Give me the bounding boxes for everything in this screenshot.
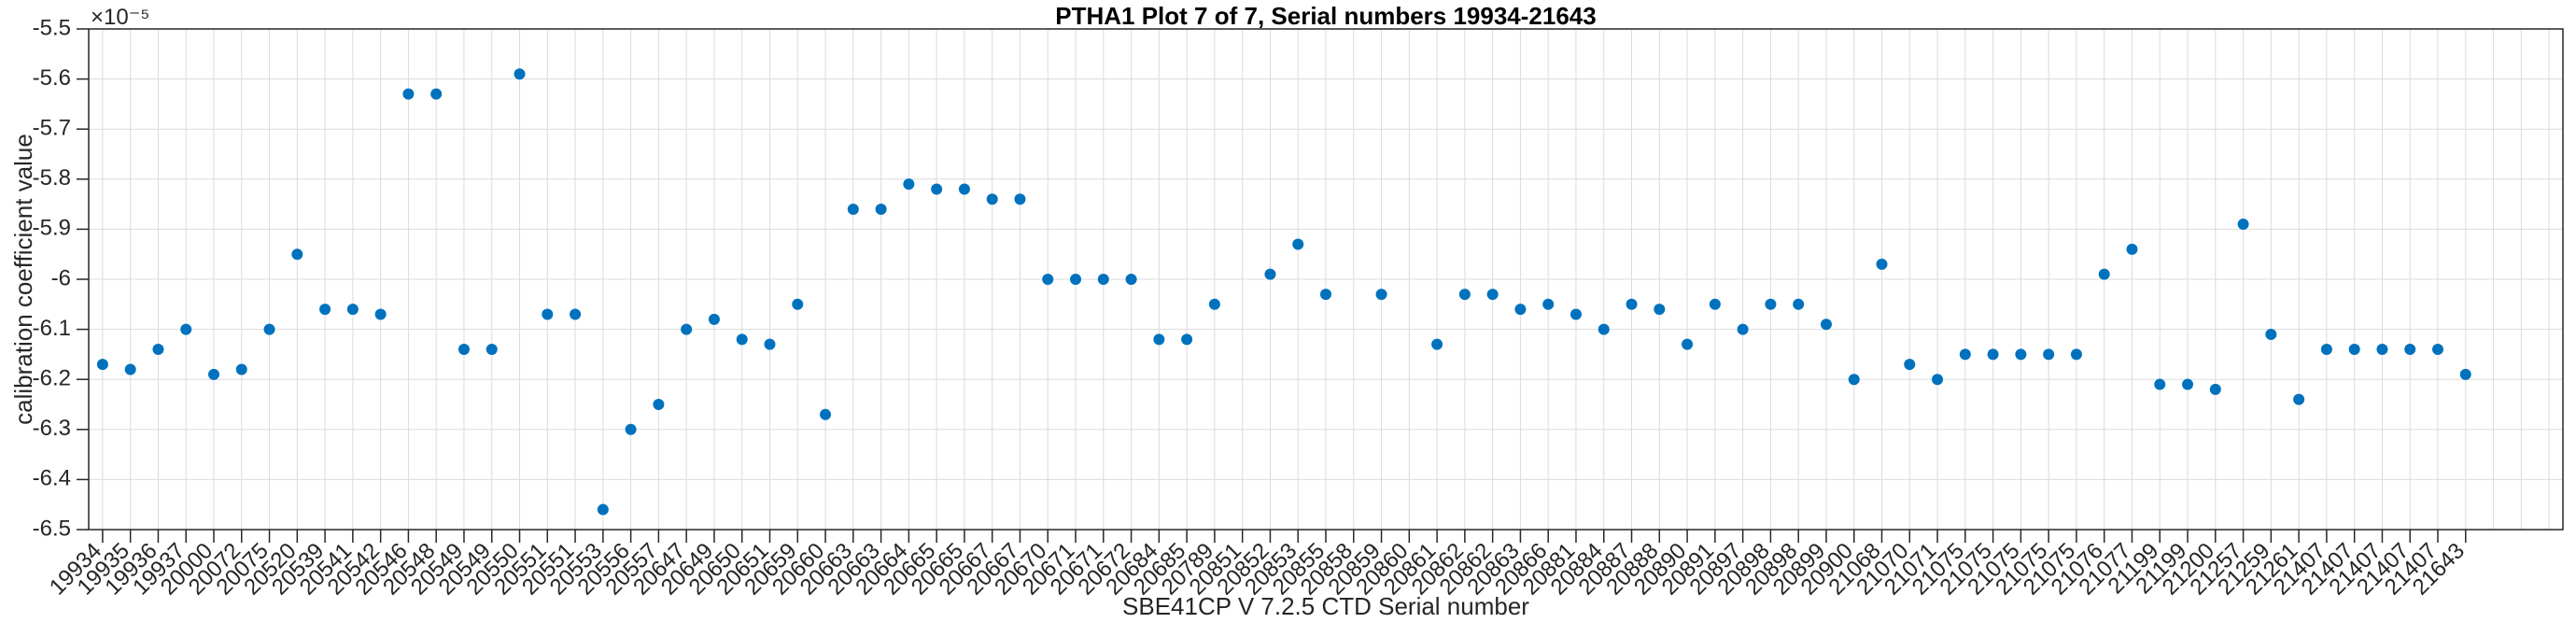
y-axis-multiplier: ×10⁻⁵ [91, 5, 150, 30]
data-point [2376, 344, 2388, 356]
data-point [430, 88, 443, 100]
y-tick-label: -6.2 [33, 366, 71, 391]
data-point [958, 183, 970, 195]
data-point [1181, 333, 1193, 346]
data-point [1320, 289, 1331, 301]
data-point [847, 203, 859, 215]
data-point [486, 344, 498, 356]
data-point [1542, 298, 1555, 310]
data-point [681, 323, 693, 335]
data-point [319, 304, 331, 316]
data-point [2265, 328, 2277, 340]
y-tick-label: -5.5 [33, 15, 71, 40]
data-point [792, 298, 804, 310]
y-tick-label: -6.5 [33, 516, 71, 541]
y-tick-label: -5.6 [33, 65, 71, 91]
data-point [2154, 378, 2166, 390]
data-point [2182, 378, 2194, 390]
data-point [542, 308, 554, 320]
data-point [1375, 289, 1387, 301]
data-point [1208, 298, 1220, 310]
y-tick-label: -5.7 [33, 116, 71, 141]
data-point [1709, 298, 1721, 310]
data-point [1014, 193, 1026, 205]
data-point [180, 323, 192, 335]
data-point [1292, 238, 1304, 250]
data-point [2432, 344, 2444, 356]
data-point [1932, 374, 1944, 386]
y-tick-label: -6.3 [33, 416, 71, 441]
data-point [1626, 298, 1638, 310]
data-point [374, 308, 387, 320]
data-point [207, 368, 219, 380]
data-point [1876, 258, 1888, 270]
data-point [1431, 338, 1443, 350]
data-point [2459, 368, 2471, 380]
data-point [1486, 289, 1499, 301]
data-point [2098, 268, 2110, 280]
data-point [2237, 219, 2249, 231]
data-point [625, 423, 637, 435]
data-point [514, 68, 526, 80]
data-point [653, 399, 665, 410]
data-point [291, 248, 303, 261]
data-point [1458, 289, 1471, 301]
data-point [2293, 393, 2305, 405]
data-point [597, 503, 609, 516]
data-point [2320, 344, 2332, 356]
data-point [402, 88, 415, 100]
chart-title: PTHA1 Plot 7 of 7, Serial numbers 19934-… [1055, 2, 1597, 30]
data-point [2070, 348, 2082, 361]
data-point [1848, 374, 1860, 386]
data-point [1514, 304, 1527, 316]
data-point [736, 333, 748, 346]
data-point [1570, 308, 1582, 320]
data-point [124, 363, 136, 375]
data-point [1737, 323, 1749, 335]
data-point [96, 359, 108, 371]
y-tick-label: -6 [51, 265, 71, 290]
data-point [152, 344, 164, 356]
data-point [2015, 348, 2027, 361]
data-point [986, 193, 998, 205]
data-point [235, 363, 247, 375]
data-point [1097, 274, 1109, 285]
data-point [1654, 304, 1666, 316]
data-point [570, 308, 582, 320]
data-point [1125, 274, 1137, 285]
y-tick-label: -5.8 [33, 165, 71, 191]
y-tick-label: -6.4 [33, 466, 71, 491]
data-point [1765, 298, 1777, 310]
data-point [1820, 319, 1832, 331]
data-point [1153, 333, 1165, 346]
data-point [764, 338, 776, 350]
data-point [2126, 243, 2138, 255]
data-point [1042, 274, 1054, 285]
data-point [1070, 274, 1082, 285]
data-point [931, 183, 943, 195]
data-point [2404, 344, 2416, 356]
data-point [2043, 348, 2055, 361]
data-point [1904, 359, 1916, 371]
data-point [1793, 298, 1805, 310]
data-point [903, 178, 915, 191]
x-axis-label: SBE41CP V 7.2.5 CTD Serial number [1122, 592, 1529, 620]
data-point [1959, 348, 1971, 361]
y-tick-label: -6.1 [33, 316, 71, 341]
data-point [263, 323, 275, 335]
data-point [457, 344, 470, 356]
data-point [875, 203, 887, 215]
data-point [2348, 344, 2360, 356]
data-point [1987, 348, 1999, 361]
data-point [1264, 268, 1276, 280]
data-point [708, 313, 720, 325]
data-point [1598, 323, 1610, 335]
data-point [820, 408, 832, 420]
data-point [2209, 383, 2221, 395]
data-point [1682, 338, 1694, 350]
data-point [346, 304, 359, 316]
y-tick-label: -5.9 [33, 216, 71, 241]
